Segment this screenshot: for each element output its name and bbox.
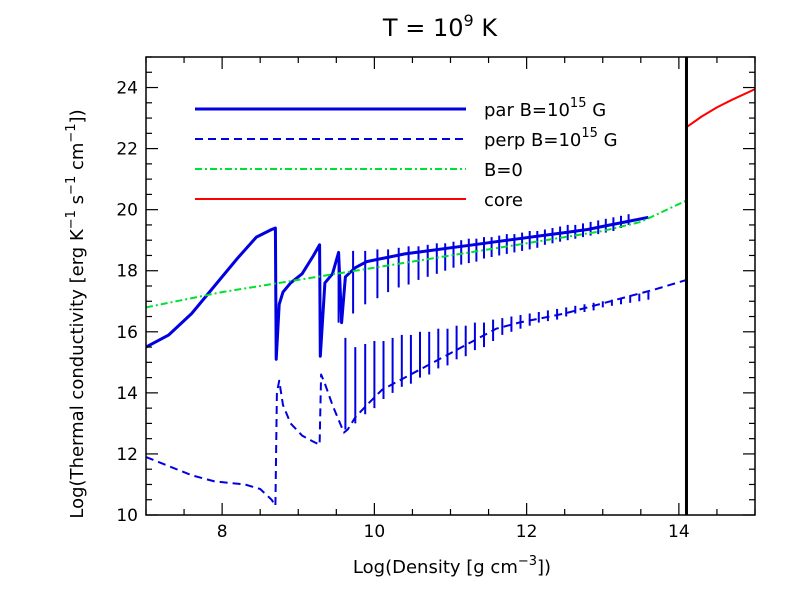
legend-item-b0: B=0 [195, 160, 523, 181]
legend-label-prefix: perp B=10 [484, 130, 581, 151]
legend-label-b0: B=0 [484, 160, 523, 181]
y-axis-label-part3: cm [67, 143, 88, 176]
x-axis-label-sup: −3 [518, 554, 537, 569]
legend-label-prefix: par B=10 [484, 100, 570, 121]
y-axis-label-sup2: −1 [64, 176, 79, 195]
chart-title-prefix: T = 10 [382, 14, 464, 42]
x-axis-label-prefix: Log(Density [g cm [353, 557, 518, 578]
y-tick-label: 14 [116, 384, 138, 404]
y-axis-label-sup1: −1 [64, 210, 79, 229]
legend-label-suffix: G [598, 130, 618, 151]
x-axis-label: Log(Density [g cm−3]) [353, 554, 551, 578]
legend-label-sup: 15 [581, 126, 598, 141]
y-tick-label: 22 [116, 140, 138, 160]
legend-label-par: par B=1015 G [484, 96, 606, 121]
y-axis-label: Log(Thermal conductivity [erg K−1 s−1 cm… [64, 109, 88, 518]
x-tick-label: 8 [217, 522, 228, 542]
legend-label-perp: perp B=1015 G [484, 126, 618, 151]
series-line-perp [146, 278, 687, 507]
axes: 8 10 12 14 10 12 14 16 18 20 22 24 [116, 56, 756, 542]
series-line-par [146, 215, 649, 361]
y-axis-label-part4: ]) [67, 109, 88, 123]
legend-label-suffix: G [586, 100, 606, 121]
legend-item-par: par B=1015 G [195, 96, 606, 121]
y-tick-label: 18 [116, 262, 138, 282]
plot-frame [145, 56, 756, 516]
legend-item-perp: perp B=1015 G [195, 126, 618, 151]
chart-title-suffix: K [474, 14, 499, 42]
y-tick-label: 12 [116, 445, 138, 465]
y-axis-label-sup3: −1 [64, 123, 79, 142]
series-line-b0 [146, 199, 687, 309]
y-tick-label: 16 [116, 323, 138, 343]
x-tick-label: 14 [668, 522, 690, 542]
y-tick-label: 20 [116, 201, 138, 221]
y-axis-label-part2: s [67, 195, 88, 210]
legend-label-core: core [484, 190, 523, 211]
svg-text:Log(Thermal conductivity [erg: Log(Thermal conductivity [erg K−1 s−1 cm… [64, 109, 88, 518]
legend-label-sup: 15 [570, 96, 587, 111]
x-tick-label: 12 [516, 522, 538, 542]
series-line-core [685, 88, 755, 129]
chart-title-sup: 9 [464, 11, 474, 30]
x-axis-label-suffix: ]) [537, 557, 551, 578]
legend-label-prefix: core [484, 190, 523, 211]
y-tick-label: 24 [116, 79, 138, 99]
y-axis-label-part1: Log(Thermal conductivity [erg K [67, 228, 88, 519]
chart-title: T = 109 K [382, 11, 498, 42]
legend-item-core: core [195, 190, 523, 211]
x-tick-label: 10 [364, 522, 386, 542]
y-tick-label: 10 [116, 506, 138, 526]
plot-area [146, 88, 755, 507]
legend-label-prefix: B=0 [484, 160, 523, 181]
